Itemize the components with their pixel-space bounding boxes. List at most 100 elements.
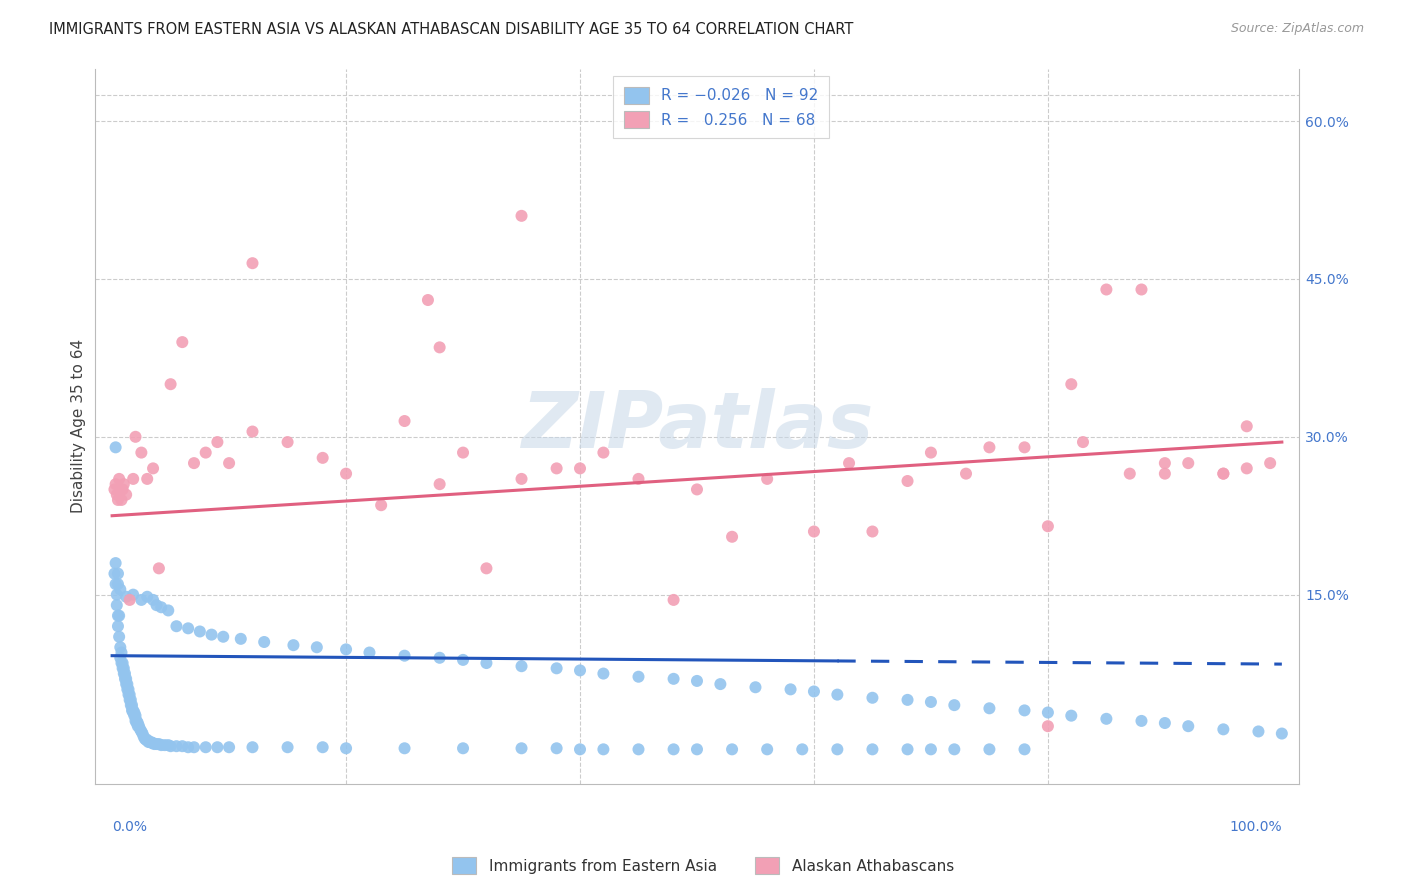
Point: [943, 742, 966, 756]
Point: [136, 732, 159, 747]
Point: [108, 630, 131, 644]
Point: [108, 608, 131, 623]
Point: [120, 698, 142, 713]
Point: [394, 414, 416, 428]
Point: [136, 590, 159, 604]
Point: [145, 598, 167, 612]
Point: [955, 467, 977, 481]
Point: [117, 677, 139, 691]
Point: [1154, 716, 1177, 731]
Point: [107, 492, 129, 507]
Point: [451, 741, 474, 756]
Text: Source: ZipAtlas.com: Source: ZipAtlas.com: [1230, 22, 1364, 36]
Point: [627, 742, 650, 756]
Point: [1236, 461, 1258, 475]
Point: [207, 435, 229, 450]
Point: [125, 714, 148, 728]
Point: [896, 742, 918, 756]
Point: [148, 737, 170, 751]
Point: [756, 472, 779, 486]
Point: [756, 742, 779, 756]
Point: [166, 739, 188, 754]
Point: [139, 735, 162, 749]
Point: [242, 256, 264, 270]
Point: [143, 737, 166, 751]
Point: [709, 677, 731, 691]
Point: [117, 682, 139, 697]
Point: [1071, 435, 1094, 450]
Point: [1177, 719, 1199, 733]
Point: [721, 530, 744, 544]
Point: [569, 742, 592, 756]
Point: [118, 693, 141, 707]
Point: [105, 588, 128, 602]
Point: [896, 474, 918, 488]
Point: [207, 740, 229, 755]
Point: [283, 638, 305, 652]
Point: [546, 661, 568, 675]
Point: [979, 701, 1001, 715]
Point: [112, 477, 135, 491]
Point: [311, 450, 333, 465]
Point: [1095, 712, 1118, 726]
Point: [686, 673, 709, 688]
Point: [134, 731, 156, 746]
Point: [744, 680, 766, 694]
Point: [110, 656, 132, 670]
Point: [129, 723, 152, 737]
Point: [429, 477, 451, 491]
Point: [142, 461, 165, 475]
Point: [592, 666, 614, 681]
Point: [150, 738, 173, 752]
Point: [118, 688, 141, 702]
Point: [104, 440, 127, 454]
Point: [429, 340, 451, 354]
Point: [451, 445, 474, 459]
Text: 100.0%: 100.0%: [1229, 820, 1282, 834]
Point: [122, 706, 145, 720]
Point: [335, 741, 357, 756]
Point: [177, 740, 200, 755]
Point: [1177, 456, 1199, 470]
Point: [107, 577, 129, 591]
Text: 0.0%: 0.0%: [112, 820, 148, 834]
Point: [110, 492, 132, 507]
Point: [127, 719, 149, 733]
Point: [124, 708, 146, 723]
Point: [138, 735, 160, 749]
Point: [627, 472, 650, 486]
Point: [896, 693, 918, 707]
Point: [132, 730, 155, 744]
Point: [1036, 519, 1059, 533]
Point: [242, 425, 264, 439]
Point: [1236, 419, 1258, 434]
Point: [110, 582, 132, 597]
Point: [115, 488, 138, 502]
Point: [451, 653, 474, 667]
Point: [1247, 724, 1270, 739]
Point: [118, 593, 141, 607]
Point: [277, 435, 299, 450]
Point: [110, 640, 132, 655]
Point: [148, 561, 170, 575]
Point: [104, 477, 127, 491]
Point: [1036, 719, 1059, 733]
Point: [138, 735, 160, 749]
Point: [218, 740, 240, 755]
Point: [103, 483, 125, 497]
Point: [662, 742, 685, 756]
Point: [157, 738, 180, 752]
Point: [115, 590, 138, 604]
Point: [127, 716, 149, 731]
Point: [546, 741, 568, 756]
Point: [131, 726, 153, 740]
Point: [142, 736, 165, 750]
Point: [305, 640, 328, 655]
Point: [1130, 714, 1153, 728]
Point: [122, 588, 145, 602]
Point: [569, 664, 592, 678]
Point: [218, 456, 240, 470]
Point: [1014, 440, 1036, 454]
Point: [920, 695, 942, 709]
Point: [1060, 377, 1083, 392]
